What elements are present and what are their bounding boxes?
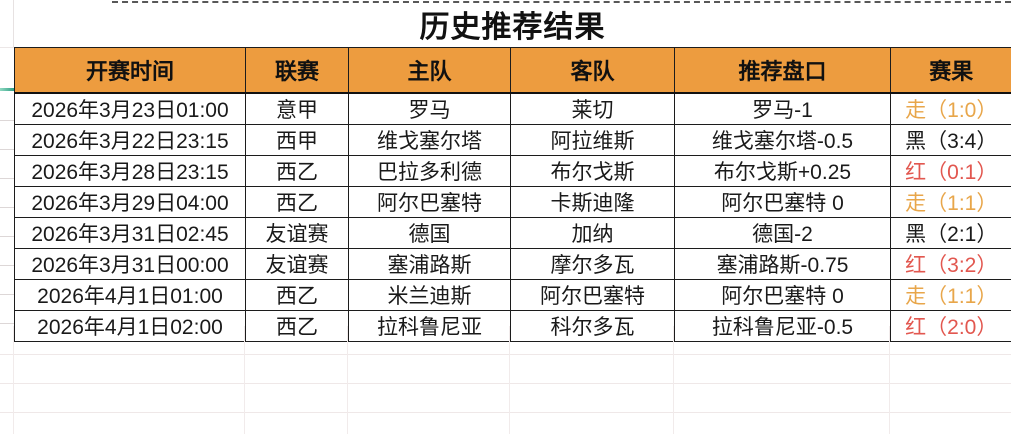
cell-handicap[interactable]: 维戈塞尔塔-0.5 <box>674 123 891 156</box>
cell-away-team[interactable]: 莱切 <box>510 92 675 125</box>
table-row[interactable]: 2026年3月23日01:00 意甲 罗马 莱切 罗马-1 走（1:0） <box>14 92 1011 125</box>
column-header-away-team[interactable]: 客队 <box>510 47 675 94</box>
cell-home-team[interactable]: 罗马 <box>348 92 511 125</box>
cell-handicap[interactable]: 罗马-1 <box>674 92 891 125</box>
cell-result[interactable]: 走（1:1） <box>890 185 1011 218</box>
cell-away-team[interactable]: 卡斯迪隆 <box>510 185 675 218</box>
cell-league[interactable]: 西乙 <box>245 278 349 311</box>
cell-home-team[interactable]: 维戈塞尔塔 <box>348 123 511 156</box>
cell-handicap[interactable]: 阿尔巴塞特 0 <box>674 185 891 218</box>
cell-away-team[interactable]: 阿拉维斯 <box>510 123 675 156</box>
cell-league[interactable]: 西甲 <box>245 123 349 156</box>
table-body: 2026年3月23日01:00 意甲 罗马 莱切 罗马-1 走（1:0） 202… <box>14 92 1011 342</box>
table-row[interactable]: 2026年4月1日01:00 西乙 米兰迪斯 阿尔巴塞特 阿尔巴塞特 0 走（1… <box>14 278 1011 311</box>
cell-league[interactable]: 友谊赛 <box>245 247 349 280</box>
empty-grid-vline <box>509 326 510 434</box>
cell-away-team[interactable]: 摩尔多瓦 <box>510 247 675 280</box>
column-header-home-team[interactable]: 主队 <box>348 47 511 94</box>
empty-grid-vline <box>673 326 674 434</box>
cell-start-time[interactable]: 2026年3月28日23:15 <box>14 154 246 187</box>
empty-grid-vline <box>13 326 14 434</box>
margin-gridline-horizontal <box>0 47 14 48</box>
cell-home-team[interactable]: 巴拉多利德 <box>348 154 511 187</box>
cell-start-time[interactable]: 2026年3月31日02:45 <box>14 216 246 249</box>
cell-start-time[interactable]: 2026年3月22日23:15 <box>14 123 246 156</box>
table-row[interactable]: 2026年3月22日23:15 西甲 维戈塞尔塔 阿拉维斯 维戈塞尔塔-0.5 … <box>14 123 1011 156</box>
column-header-start-time[interactable]: 开赛时间 <box>14 47 246 94</box>
cell-start-time[interactable]: 2026年4月1日01:00 <box>14 278 246 311</box>
table-row[interactable]: 2026年3月31日02:45 友谊赛 德国 加纳 德国-2 黑（2:1） <box>14 216 1011 249</box>
cell-result[interactable]: 黑（2:1） <box>890 216 1011 249</box>
cell-league[interactable]: 西乙 <box>245 154 349 187</box>
table-row[interactable]: 2026年3月31日00:00 友谊赛 塞浦路斯 摩尔多瓦 塞浦路斯-0.75 … <box>14 247 1011 280</box>
cell-home-team[interactable]: 米兰迪斯 <box>348 278 511 311</box>
column-header-league[interactable]: 联赛 <box>245 47 349 94</box>
cell-home-team[interactable]: 德国 <box>348 216 511 249</box>
cell-league[interactable]: 意甲 <box>245 92 349 125</box>
page-title: 历史推荐结果 <box>419 11 606 44</box>
cell-home-team[interactable]: 塞浦路斯 <box>348 247 511 280</box>
table-row[interactable]: 2026年3月29日04:00 西乙 阿尔巴塞特 卡斯迪隆 阿尔巴塞特 0 走（… <box>14 185 1011 218</box>
empty-grid-vline <box>347 326 348 434</box>
cell-handicap[interactable]: 德国-2 <box>674 216 891 249</box>
cell-league[interactable]: 西乙 <box>245 185 349 218</box>
cell-start-time[interactable]: 2026年3月23日01:00 <box>14 92 246 125</box>
cell-away-team[interactable]: 阿尔巴塞特 <box>510 278 675 311</box>
row-selection-indicator <box>0 88 14 91</box>
cell-result[interactable]: 红（0:1） <box>890 154 1011 187</box>
margin-row-gridlines <box>0 92 14 324</box>
empty-grid-vline <box>244 326 245 434</box>
header-row: 开赛时间 联赛 主队 客队 推荐盘口 赛果 <box>14 47 1011 94</box>
cell-away-team[interactable]: 布尔戈斯 <box>510 154 675 187</box>
empty-cells-grid[interactable] <box>0 326 1011 434</box>
cell-result[interactable]: 红（3:2） <box>890 247 1011 280</box>
history-recommendations-table: 开赛时间 联赛 主队 客队 推荐盘口 赛果 2026年3月23日01:00 意甲… <box>14 47 1011 342</box>
cell-result[interactable]: 走（1:0） <box>890 92 1011 125</box>
empty-grid-vline <box>889 326 890 434</box>
cell-handicap[interactable]: 布尔戈斯+0.25 <box>674 154 891 187</box>
cell-start-time[interactable]: 2026年3月31日00:00 <box>14 247 246 280</box>
cell-away-team[interactable]: 加纳 <box>510 216 675 249</box>
margin-gridline-vertical <box>13 0 14 47</box>
cell-home-team[interactable]: 阿尔巴塞特 <box>348 185 511 218</box>
page-break-dashed-line <box>112 1 1011 3</box>
column-header-handicap[interactable]: 推荐盘口 <box>674 47 891 94</box>
cell-result[interactable]: 走（1:1） <box>890 278 1011 311</box>
cell-league[interactable]: 友谊赛 <box>245 216 349 249</box>
cell-handicap[interactable]: 塞浦路斯-0.75 <box>674 247 891 280</box>
cell-result[interactable]: 黑（3:4） <box>890 123 1011 156</box>
table-row[interactable]: 2026年3月28日23:15 西乙 巴拉多利德 布尔戈斯 布尔戈斯+0.25 … <box>14 154 1011 187</box>
cell-handicap[interactable]: 阿尔巴塞特 0 <box>674 278 891 311</box>
column-header-result[interactable]: 赛果 <box>890 47 1011 94</box>
cell-start-time[interactable]: 2026年3月29日04:00 <box>14 185 246 218</box>
